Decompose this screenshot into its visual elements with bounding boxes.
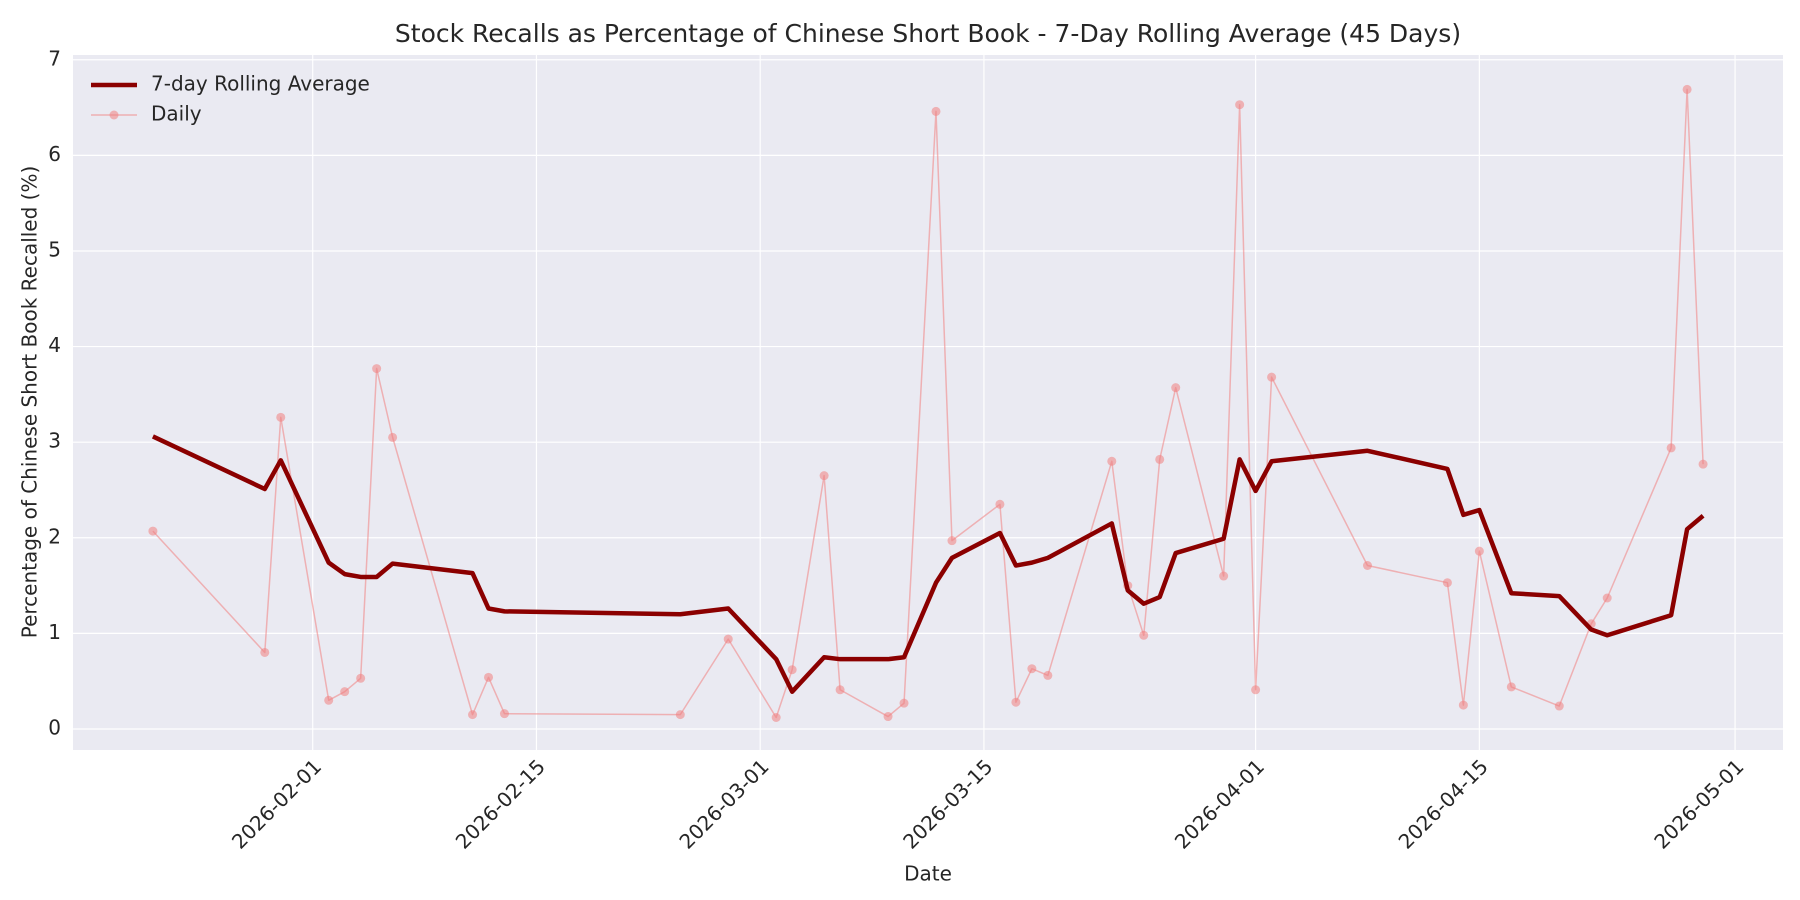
point xyxy=(723,634,733,644)
x-tick-label: 2026-05-01 xyxy=(1649,754,1748,853)
point xyxy=(372,364,382,374)
point xyxy=(324,695,334,705)
point xyxy=(835,685,845,695)
point xyxy=(819,471,829,481)
point xyxy=(1602,593,1612,603)
marks xyxy=(148,84,1708,722)
point xyxy=(260,647,270,657)
x-tick-label: 2026-02-15 xyxy=(451,754,550,853)
y-tick-label: 0 xyxy=(48,715,61,739)
y-axis-label: Percentage of Chinese Short Book Recalle… xyxy=(18,166,42,639)
x-tick-label: 2026-03-01 xyxy=(674,754,773,853)
point xyxy=(388,432,398,442)
legend-label: 7-day Rolling Average xyxy=(151,72,370,96)
point xyxy=(148,526,158,536)
x-tick-label: 2026-02-01 xyxy=(227,754,326,853)
point xyxy=(1011,697,1021,707)
point xyxy=(787,665,797,675)
point xyxy=(499,709,509,719)
point xyxy=(883,712,893,722)
point xyxy=(675,710,685,720)
point xyxy=(1506,682,1516,692)
point xyxy=(1362,560,1372,570)
point xyxy=(356,673,366,683)
y-tick-label: 4 xyxy=(48,333,61,357)
point xyxy=(340,687,350,697)
point xyxy=(995,499,1005,509)
point xyxy=(276,412,286,422)
point xyxy=(1442,578,1452,588)
legend: 7-day Rolling Average Daily xyxy=(91,72,370,126)
chart-title: Stock Recalls as Percentage of Chinese S… xyxy=(395,19,1461,48)
point xyxy=(1251,685,1261,695)
y-tick-label: 6 xyxy=(48,142,61,166)
point xyxy=(468,710,478,720)
legend-marker xyxy=(109,110,119,120)
y-tick-label: 5 xyxy=(48,237,61,261)
x-tick-label: 2026-03-15 xyxy=(898,754,997,853)
y-tick-label: 1 xyxy=(48,620,61,644)
point xyxy=(1698,459,1708,469)
y-tick-label: 3 xyxy=(48,429,61,453)
point xyxy=(1107,456,1117,466)
point xyxy=(1171,383,1181,393)
point xyxy=(771,712,781,722)
point xyxy=(484,672,494,682)
point xyxy=(1139,630,1149,640)
x-tick-label: 2026-04-15 xyxy=(1394,754,1493,853)
legend-label: Daily xyxy=(151,102,202,126)
series-line xyxy=(151,434,1705,694)
x-axis-label: Date xyxy=(904,862,952,886)
point xyxy=(1458,700,1468,710)
y-tick-label: 2 xyxy=(48,524,61,548)
point xyxy=(1474,546,1484,556)
point xyxy=(899,698,909,708)
point xyxy=(1666,443,1676,453)
point xyxy=(1682,84,1692,94)
point xyxy=(931,106,941,116)
x-tick-label: 2026-04-01 xyxy=(1170,754,1269,853)
y-tick-label: 7 xyxy=(48,46,61,70)
point xyxy=(1235,100,1245,110)
point xyxy=(1027,664,1037,674)
point xyxy=(1155,454,1165,464)
point xyxy=(1219,571,1229,581)
point xyxy=(1554,701,1564,711)
point xyxy=(1043,670,1053,680)
point xyxy=(1267,372,1277,382)
plot-area xyxy=(73,55,1783,750)
point xyxy=(947,536,957,546)
